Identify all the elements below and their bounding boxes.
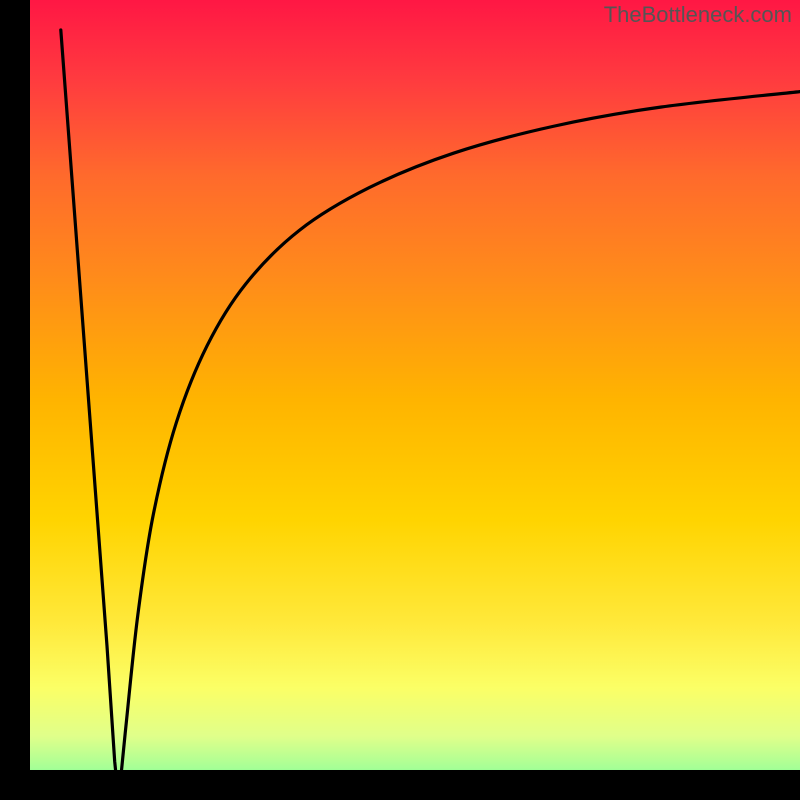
- watermark-text: TheBottleneck.com: [604, 2, 792, 28]
- frame-left-border: [0, 0, 30, 800]
- frame-bottom-border: [0, 770, 800, 800]
- plot-background: [0, 0, 800, 800]
- chart-container: TheBottleneck.com: [0, 0, 800, 800]
- bottleneck-chart: [0, 0, 800, 800]
